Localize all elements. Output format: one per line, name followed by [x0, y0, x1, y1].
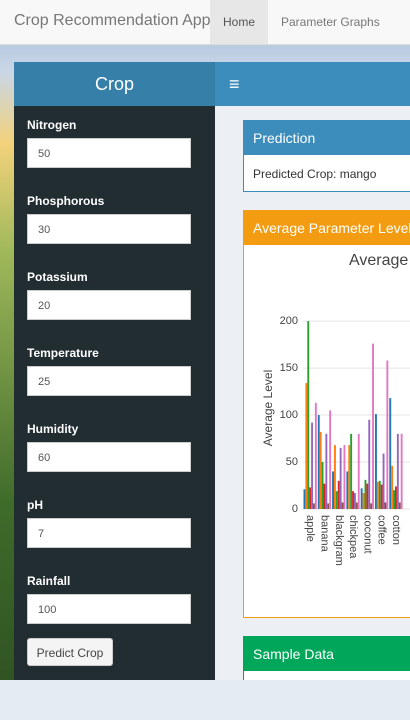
input-label: Nitrogen: [27, 118, 77, 132]
bar: [386, 360, 389, 509]
bar: [354, 493, 356, 509]
menu-toggle[interactable]: ≡: [229, 74, 240, 94]
bar: [375, 414, 377, 509]
prediction-box: Prediction Predicted Crop: mango: [243, 120, 410, 192]
bar: [311, 422, 313, 509]
predict-button[interactable]: Predict Crop: [27, 638, 113, 666]
input[interactable]: 7: [27, 518, 191, 548]
input[interactable]: 30: [27, 214, 191, 244]
bar: [346, 471, 349, 509]
y-tick-label: 150: [280, 362, 298, 374]
bar: [396, 433, 399, 509]
x-tick-label: coconut: [361, 515, 373, 554]
header-bar: ≡: [215, 62, 410, 106]
bar: [327, 503, 330, 509]
input[interactable]: 25: [27, 366, 191, 396]
chart: Average Parameter Levels Average Level 0 50…: [261, 252, 410, 566]
x-tick-label: banana: [319, 515, 331, 553]
bar: [398, 502, 401, 509]
input[interactable]: 20: [27, 290, 191, 320]
bar: [370, 503, 373, 509]
bar: [362, 493, 365, 509]
bar: [317, 415, 320, 509]
navbar: Crop Recommendation App Home Parameter G…: [0, 0, 410, 45]
bar: [323, 483, 326, 509]
bar: [341, 502, 344, 509]
bar: [305, 383, 308, 509]
bar: [339, 447, 342, 509]
prediction-text: Predicted Crop: mango: [253, 167, 377, 181]
input[interactable]: 60: [27, 442, 191, 472]
bar: [348, 445, 351, 509]
bar: [314, 402, 317, 509]
bar: [400, 433, 403, 509]
bar: [313, 503, 315, 509]
x-tick-label: cotton: [390, 515, 402, 545]
content: Prediction Predicted Crop: mango Average…: [215, 106, 410, 680]
y-tick-label: 100: [280, 409, 298, 421]
app-title: Crop Recommendation App: [14, 12, 211, 29]
bar: [329, 410, 332, 509]
input-label: Potassium: [27, 270, 88, 284]
sample-box: Sample Data: [243, 636, 410, 680]
bar: [380, 484, 383, 509]
bar: [307, 321, 310, 509]
bar: [337, 480, 340, 509]
tab[interactable]: Home: [210, 0, 269, 44]
bar: [366, 483, 369, 509]
bar: [332, 471, 334, 509]
box-title: Sample Data: [244, 637, 410, 671]
bar: [378, 480, 381, 509]
box-title: Prediction: [244, 121, 410, 155]
y-tick-label: 200: [280, 315, 298, 327]
bar: [309, 487, 312, 509]
bar: [391, 465, 394, 509]
bar: [319, 431, 322, 509]
bar: [350, 433, 353, 509]
bar: [360, 488, 363, 509]
taskbar: [0, 680, 410, 720]
input-label: Humidity: [27, 422, 79, 436]
sidebar: Predict Crop Nitrogen 50 Phosphorous 30 Pota…: [14, 106, 215, 680]
bar: [393, 490, 395, 509]
x-tick-label: chickpea: [347, 515, 359, 559]
bar: [384, 502, 387, 509]
chart-title: Average Parameter Levels: [349, 252, 410, 269]
x-tick-label: coffee: [376, 515, 388, 545]
box-title: Average Parameter Levels: [244, 211, 410, 245]
bar: [355, 502, 358, 509]
bar: [334, 445, 336, 509]
bar: [325, 433, 328, 509]
bar: [357, 433, 360, 509]
graph-box: Average Parameter Levels Average Paramet…: [243, 210, 410, 618]
bar: [382, 453, 385, 509]
input-label: Rainfall: [27, 574, 71, 588]
input-label: pH: [27, 498, 43, 512]
x-tick-label: blackgram: [333, 515, 345, 566]
bar: [395, 486, 397, 509]
input-label: Temperature: [27, 346, 99, 360]
input-label: Phosphorous: [27, 194, 105, 208]
bar: [343, 445, 346, 509]
y-tick-label: 50: [286, 456, 298, 468]
bar: [303, 489, 306, 509]
bar: [372, 343, 374, 509]
sidebar-title: Crop: [14, 62, 215, 106]
x-tick-label: apple: [304, 515, 316, 542]
bar: [364, 479, 367, 509]
bar: [376, 481, 379, 509]
y-axis-label: Average Level: [261, 370, 275, 447]
bar: [321, 462, 324, 509]
y-tick-label: 0: [292, 503, 298, 515]
bar: [335, 491, 338, 509]
input[interactable]: 100: [27, 594, 191, 624]
bar: [389, 398, 392, 509]
bar: [352, 491, 354, 509]
tab[interactable]: Parameter Graphs: [281, 15, 380, 29]
input[interactable]: 50: [27, 138, 191, 168]
bar: [368, 419, 371, 509]
